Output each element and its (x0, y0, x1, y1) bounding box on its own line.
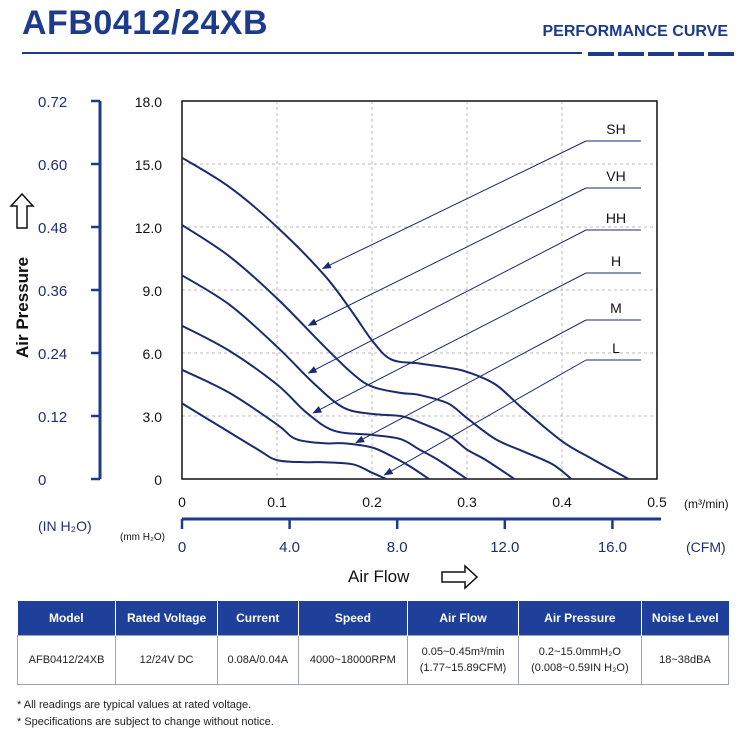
th-pressure: Air Pressure (517, 601, 642, 636)
series-line-sh (181, 156, 629, 480)
secondary-y-tick-label: 0.60 (38, 157, 67, 174)
series-label-m: M (610, 300, 622, 316)
series-label-sh: SH (606, 121, 625, 137)
y-tick-label: 12.0 (135, 220, 162, 236)
series-line-h (181, 324, 468, 480)
airflow-cfm: (1.77~15.89CFM) (419, 662, 507, 674)
secondary-x-tick-label: 4.0 (279, 539, 300, 556)
x-axis-title-arrow (441, 564, 479, 590)
x2-unit-label: (CFM) (686, 539, 726, 555)
cell-model: AFB0412/24XB (16, 635, 117, 685)
x-tick-label: 0.2 (362, 494, 382, 510)
y-tick-label: 3.0 (143, 409, 163, 425)
secondary-y-tick-label: 0.72 (38, 94, 67, 111)
th-voltage: Rated Voltage (115, 601, 218, 636)
y-tick-label: 9.0 (143, 283, 163, 299)
y-axis-title-arrow (9, 192, 35, 229)
series-label-vh: VH (606, 168, 625, 184)
page-title: AFB0412/24XB (22, 4, 269, 42)
cell-voltage: 12/24V DC (115, 635, 219, 685)
x-unit-label: (m³/min) (684, 497, 729, 511)
secondary-x-tick-label: 16.0 (598, 539, 627, 556)
y-tick-label: 6.0 (143, 346, 163, 362)
grid (181, 100, 658, 480)
series-leader-m (355, 319, 587, 444)
x-tick-label: 0.3 (457, 494, 477, 510)
secondary-y-tick-label: 0.12 (38, 409, 67, 426)
x-tick-label: 0.1 (267, 494, 287, 510)
cell-noise: 18~38dBA (640, 635, 730, 685)
x-tick-label: 0.4 (552, 494, 572, 510)
series-leader-hh (307, 229, 587, 374)
cell-speed: 4000~18000RPM (297, 635, 409, 685)
plot-frame (181, 100, 658, 480)
secondary-x-tick-label: 12.0 (490, 539, 519, 556)
pressure-in: (0.008~0.59IN H₂O) (531, 662, 629, 674)
spec-table: Model Rated Voltage Current Speed Air Fl… (16, 601, 730, 685)
spec-row: AFB0412/24XB 12/24V DC 0.08A/0.04A 4000~… (16, 635, 730, 685)
header-stripes (588, 52, 734, 56)
y-axis-title: Air Pressure (13, 257, 32, 358)
secondary-y-tick-label: 0.24 (38, 346, 67, 363)
series-lines (181, 156, 629, 480)
secondary-y-tick-label: 0.48 (38, 220, 67, 237)
axis-labels: 03.06.09.012.015.018.00 0.1 0.2 0.3 0.4 0.500… (9, 94, 729, 590)
y2-unit-label: (IN H₂O) (38, 518, 92, 534)
series-line-vh (181, 224, 573, 480)
series-line-hh (181, 274, 516, 480)
secondary-x-tick-label: 0 (178, 539, 186, 556)
series-leader-h (312, 272, 587, 414)
cell-airflow: 0.05~0.45m³/min (1.77~15.89CFM) (407, 635, 519, 685)
header-divider (22, 52, 582, 54)
series-leader-l (383, 359, 587, 476)
secondary-y-tick-label: 0 (38, 472, 46, 489)
airflow-m3: 0.05~0.45m³/min (421, 646, 505, 658)
x-tick-label: 0.5 (647, 494, 667, 510)
series-line-m (181, 368, 430, 480)
th-model: Model (17, 601, 116, 636)
axes (91, 99, 661, 529)
x-tick-label: 0 (178, 494, 186, 510)
th-speed: Speed (297, 601, 408, 636)
secondary-y-tick-label: 0.36 (38, 283, 67, 300)
series-line-l (181, 402, 387, 480)
series-leader-vh (307, 187, 587, 326)
th-noise: Noise Level (640, 601, 729, 636)
spec-header-row: Model Rated Voltage Current Speed Air Fl… (17, 601, 729, 636)
y-tick-label: 0 (154, 472, 162, 488)
series-label-h: H (611, 253, 621, 269)
y-unit-label: (mm H₂O) (120, 532, 165, 543)
secondary-x-tick-label: 8.0 (387, 539, 408, 556)
note-specs: * Specifications are subject to change w… (17, 716, 274, 728)
cell-current: 0.08A/0.04A (217, 635, 299, 685)
series-label-l: L (612, 340, 620, 356)
th-current: Current (217, 601, 298, 636)
series-leader-sh (321, 140, 587, 269)
y-tick-label: 15.0 (135, 157, 162, 173)
note-readings: * All readings are typical values at rat… (17, 699, 252, 711)
x-axis-title: Air Flow (348, 567, 410, 586)
pressure-mm: 0.2~15.0mmH₂O (538, 646, 621, 658)
y-tick-label: 18.0 (135, 94, 162, 110)
page-subtitle: PERFORMANCE CURVE (542, 23, 729, 40)
cell-pressure: 0.2~15.0mmH₂O (0.008~0.59IN H₂O) (517, 635, 642, 685)
th-airflow: Air Flow (407, 601, 519, 636)
series-label-hh: HH (606, 210, 626, 226)
